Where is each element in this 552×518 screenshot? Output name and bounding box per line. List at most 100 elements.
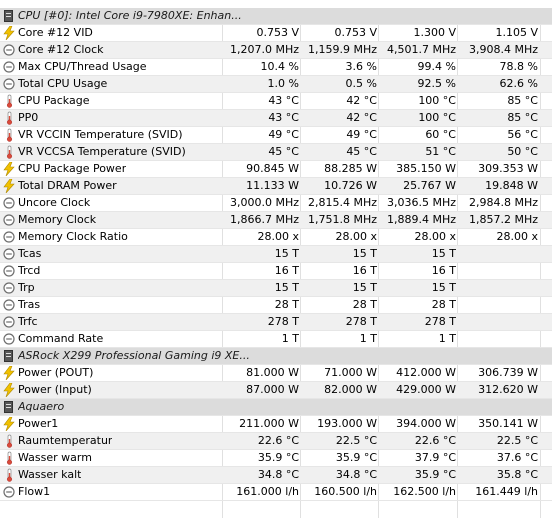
sensor-label: Tcas — [18, 247, 42, 260]
sensor-row[interactable]: Wasser kalt 34.8 °C 34.8 °C 35.9 °C 35.8 °C — [0, 467, 552, 484]
chip-icon — [4, 401, 13, 413]
sensor-row[interactable]: Trp 15 T 15 T 15 T — [0, 280, 552, 297]
sensor-label: PP0 — [18, 111, 39, 124]
thermometer-icon — [3, 111, 15, 125]
average-value: 350.141 W — [478, 417, 538, 430]
minimum-value: 49 °C — [346, 128, 377, 141]
current-value: 87.000 W — [246, 383, 299, 396]
current-value: 10.4 % — [260, 60, 299, 73]
gauge-icon — [3, 298, 15, 312]
lightning-bolt-icon — [3, 25, 15, 41]
sensor-row[interactable]: Tras 28 T 28 T 28 T — [0, 297, 552, 314]
sensor-row[interactable]: Power1 211.000 W 193.000 W 394.000 W 350.141… — [0, 416, 552, 433]
sensor-row[interactable]: Raumtemperatur 22.6 °C 22.5 °C 22.6 °C 22.5 … — [0, 433, 552, 450]
maximum-value: 100 °C — [418, 111, 456, 124]
gauge-icon — [3, 43, 15, 57]
current-value: 1.0 % — [267, 77, 299, 90]
maximum-value: 1.300 V — [413, 26, 456, 39]
thermometer-icon — [3, 434, 15, 448]
minimum-value: 42 °C — [346, 94, 377, 107]
current-value: 34.8 °C — [257, 468, 299, 481]
sensor-group-header[interactable]: Aquaero — [0, 399, 552, 416]
average-value — [458, 280, 538, 296]
sensor-row[interactable]: Total DRAM Power 11.133 W 10.726 W 25.767 W… — [0, 178, 552, 195]
sensor-row[interactable]: Max CPU/Thread Usage 10.4 % 3.6 % 99.4 % 78.… — [0, 59, 552, 76]
sensor-row[interactable]: Memory Clock Ratio 28.00 x 28.00 x 28.00 x 2… — [0, 229, 552, 246]
column-divider — [222, 8, 223, 518]
sensor-row[interactable]: Memory Clock 1,866.7 MHz 1,751.8 MHz 1,889.… — [0, 212, 552, 229]
average-value: 161.449 l/h — [475, 485, 538, 498]
maximum-value: 394.000 W — [396, 417, 456, 430]
minimum-value: 15 T — [352, 281, 377, 294]
current-value: 161.000 l/h — [236, 485, 299, 498]
current-value: 28.00 x — [257, 230, 300, 243]
sensor-label: Uncore Clock — [18, 196, 91, 209]
average-value: 312.620 W — [478, 383, 538, 396]
sensor-row[interactable]: Wasser warm 35.9 °C 35.9 °C 37.9 °C 37.6 °C — [0, 450, 552, 467]
sensor-row[interactable]: Trcd 16 T 16 T 16 T — [0, 263, 552, 280]
current-value: 16 T — [274, 264, 299, 277]
current-value: 90.845 W — [246, 162, 299, 175]
sensor-row[interactable]: Tcas 15 T 15 T 15 T — [0, 246, 552, 263]
column-divider — [540, 8, 541, 518]
maximum-value: 385.150 W — [396, 162, 456, 175]
sensor-label: Trp — [18, 281, 35, 294]
sensor-row[interactable]: VR VCCIN Temperature (SVID) 49 °C 49 °C 60 … — [0, 127, 552, 144]
average-value: 56 °C — [507, 128, 538, 141]
gauge-icon — [3, 264, 15, 278]
sensor-label: Power (Input) — [18, 383, 92, 396]
maximum-value: 412.000 W — [396, 366, 456, 379]
sensor-row[interactable]: PP0 43 °C 42 °C 100 °C 85 °C — [0, 110, 552, 127]
minimum-value: 0.753 V — [334, 26, 377, 39]
sensor-label: Core #12 VID — [18, 26, 93, 39]
sensor-row[interactable]: Power (POUT) 81.000 W 71.000 W 412.000 W 306… — [0, 365, 552, 382]
maximum-value: 51 °C — [425, 145, 456, 158]
average-value — [458, 263, 538, 279]
sensor-label: VR VCCSA Temperature (SVID) — [18, 145, 186, 158]
sensor-label: Flow1 — [18, 485, 51, 498]
average-value: 3,908.4 MHz — [468, 43, 538, 56]
sensor-row[interactable]: Uncore Clock 3,000.0 MHz 2,815.4 MHz 3,036.… — [0, 195, 552, 212]
sensor-row[interactable]: Core #12 Clock 1,207.0 MHz 1,159.9 MHz 4,50… — [0, 42, 552, 59]
sensor-row[interactable]: CPU Package 43 °C 42 °C 100 °C 85 °C — [0, 93, 552, 110]
maximum-value: 60 °C — [425, 128, 456, 141]
minimum-value: 34.8 °C — [335, 468, 377, 481]
sensor-table: CPU [#0]: Intel Core i9-7980XE: Enhan...… — [0, 8, 552, 501]
average-value: 78.8 % — [499, 60, 538, 73]
lightning-bolt-icon — [3, 178, 15, 194]
maximum-value: 37.9 °C — [414, 451, 456, 464]
chip-icon — [4, 10, 13, 22]
minimum-value: 278 T — [345, 315, 377, 328]
current-value: 35.9 °C — [257, 451, 299, 464]
sensor-group-header[interactable]: ASRock X299 Professional Gaming i9 XE... — [0, 348, 552, 365]
average-value: 1,857.2 MHz — [468, 213, 538, 226]
minimum-value: 22.5 °C — [335, 434, 377, 447]
gauge-icon — [3, 60, 15, 74]
current-value: 11.133 W — [246, 179, 299, 192]
sensor-row[interactable]: Flow1 161.000 l/h 160.500 l/h 162.500 l/h 16… — [0, 484, 552, 501]
thermometer-icon — [3, 451, 15, 465]
sensor-group-header[interactable]: CPU [#0]: Intel Core i9-7980XE: Enhan... — [0, 8, 552, 25]
sensor-row[interactable]: Total CPU Usage 1.0 % 0.5 % 92.5 % 62.6 % — [0, 76, 552, 93]
sensor-row[interactable]: Trfc 278 T 278 T 278 T — [0, 314, 552, 331]
minimum-value: 2,815.4 MHz — [307, 196, 377, 209]
sensor-row[interactable]: Core #12 VID 0.753 V 0.753 V 1.300 V 1.105 V — [0, 25, 552, 42]
minimum-value: 3.6 % — [345, 60, 377, 73]
maximum-value: 15 T — [431, 247, 456, 260]
sensor-row[interactable]: Power (Input) 87.000 W 82.000 W 429.000 W 31… — [0, 382, 552, 399]
minimum-value: 42 °C — [346, 111, 377, 124]
maximum-value: 100 °C — [418, 94, 456, 107]
gauge-icon — [3, 213, 15, 227]
current-value: 3,000.0 MHz — [229, 196, 299, 209]
maximum-value: 278 T — [424, 315, 456, 328]
gauge-icon — [3, 230, 15, 244]
minimum-value: 160.500 l/h — [314, 485, 377, 498]
sensor-row[interactable]: CPU Package Power 90.845 W 88.285 W 385.150… — [0, 161, 552, 178]
current-value: 28 T — [274, 298, 299, 311]
current-value: 43 °C — [268, 111, 299, 124]
sensor-row[interactable]: VR VCCSA Temperature (SVID) 45 °C 45 °C 51 … — [0, 144, 552, 161]
maximum-value: 35.9 °C — [414, 468, 456, 481]
maximum-value: 4,501.7 MHz — [386, 43, 456, 56]
average-value — [458, 297, 538, 313]
sensor-row[interactable]: Command Rate 1 T 1 T 1 T — [0, 331, 552, 348]
